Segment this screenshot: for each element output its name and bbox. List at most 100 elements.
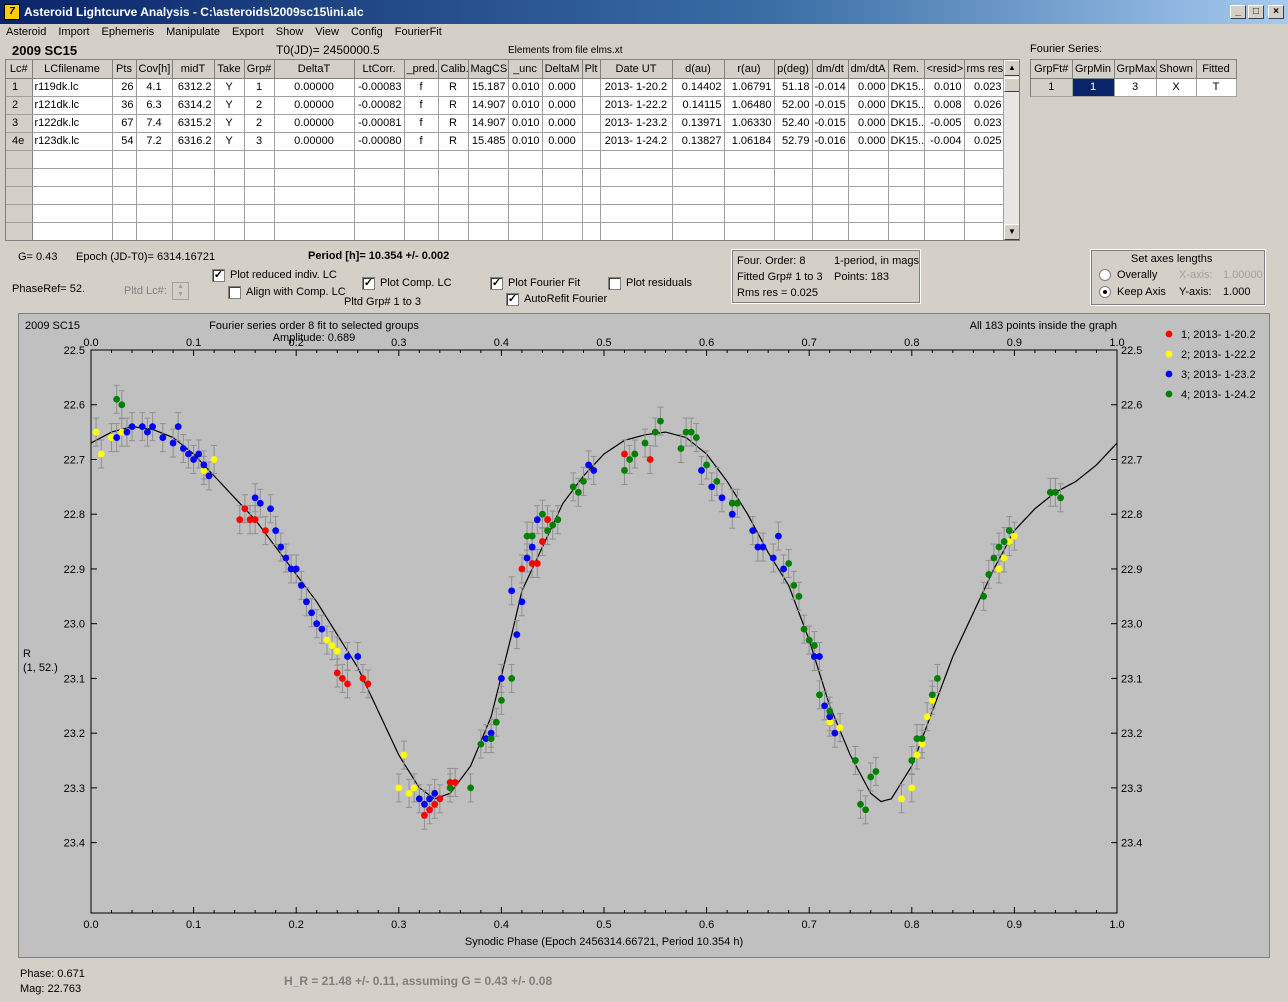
table-cell[interactable]: 2 (244, 114, 275, 133)
table-cell[interactable] (848, 204, 889, 223)
table-cell[interactable]: 0.000 (542, 132, 583, 151)
pltd-lc-spinner[interactable]: ▲ ▼ (172, 282, 189, 300)
table-cell[interactable]: -0.014 (812, 78, 849, 97)
table-cell[interactable]: -0.00082 (354, 96, 405, 115)
table-cell[interactable]: 4e (6, 132, 33, 151)
x-axis-value[interactable]: 1.00000 (1223, 269, 1263, 281)
lightcurve-chart[interactable]: 2009 SC15 Fourier series order 8 fit to s… (18, 313, 1270, 958)
table-cell[interactable] (542, 204, 583, 223)
table-cell[interactable] (924, 204, 965, 223)
table-cell[interactable]: 52.00 (774, 96, 813, 115)
fourier-cell[interactable]: T (1196, 78, 1237, 97)
table-cell[interactable]: 0.010 (508, 96, 543, 115)
menu-fourierfit[interactable]: FourierFit (394, 26, 442, 38)
table-cell[interactable]: 0.13971 (672, 114, 725, 133)
table-cell[interactable]: 4.1 (136, 78, 173, 97)
table-cell[interactable]: 0.00000 (274, 96, 355, 115)
table-cell[interactable]: 0.023 (964, 114, 1005, 133)
table-cell[interactable] (274, 204, 355, 223)
menu-manipulate[interactable]: Manipulate (166, 26, 220, 38)
menu-export[interactable]: Export (231, 26, 264, 38)
menu-asteroid[interactable]: Asteroid (6, 26, 47, 38)
table-cell[interactable] (404, 222, 439, 240)
table-cell[interactable] (354, 186, 405, 205)
table-cell[interactable] (6, 204, 33, 223)
table-cell[interactable] (924, 186, 965, 205)
column-header[interactable]: p(deg) (774, 60, 813, 79)
table-cell[interactable]: 6315.2 (172, 114, 215, 133)
table-cell[interactable] (964, 222, 1005, 240)
table-cell[interactable] (32, 222, 113, 240)
table-row[interactable] (6, 186, 1005, 205)
table-cell[interactable] (438, 186, 469, 205)
menu-ephemeris[interactable]: Ephemeris (101, 26, 155, 38)
column-header[interactable]: Calib. (438, 60, 469, 79)
column-header[interactable]: LCfilename (32, 60, 113, 79)
column-header[interactable]: d(au) (672, 60, 725, 79)
table-cell[interactable] (848, 222, 889, 240)
table-cell[interactable]: 0.000 (542, 78, 583, 97)
table-row[interactable] (6, 222, 1005, 240)
overally-radio[interactable] (1099, 269, 1111, 281)
table-cell[interactable]: 0.010 (924, 78, 965, 97)
table-row[interactable]: 3 r122dk.lc 67 7.4 6315.2 Y 2 0.00000 -0.00081 f R… (6, 114, 1005, 133)
table-cell[interactable]: 6312.2 (172, 78, 215, 97)
table-cell[interactable]: Y (214, 78, 245, 97)
lightcurve-table[interactable]: Lc# LCfilename Pts Cov[h] midT Take Grp# DeltaT… (5, 59, 1020, 241)
table-cell[interactable]: 0.00000 (274, 132, 355, 151)
table-cell[interactable] (582, 222, 601, 240)
table-cell[interactable] (924, 222, 965, 240)
table-cell[interactable] (274, 150, 355, 169)
table-cell[interactable]: 0.00000 (274, 114, 355, 133)
table-cell[interactable] (672, 168, 725, 187)
table-cell[interactable]: r123dk.lc (32, 132, 113, 151)
table-cell[interactable] (404, 150, 439, 169)
table-cell[interactable] (244, 222, 275, 240)
table-cell[interactable]: 0.010 (508, 132, 543, 151)
fourier-column-header[interactable]: Shown (1156, 60, 1197, 79)
table-cell[interactable]: 0.14402 (672, 78, 725, 97)
table-cell[interactable] (438, 150, 469, 169)
table-cell[interactable] (582, 204, 601, 223)
table-cell[interactable] (508, 204, 543, 223)
table-cell[interactable] (6, 186, 33, 205)
column-header[interactable]: _unc (508, 60, 543, 79)
column-header[interactable]: DeltaT (274, 60, 355, 79)
y-axis-value[interactable]: 1.000 (1223, 286, 1251, 298)
table-cell[interactable] (888, 150, 925, 169)
column-header[interactable]: MagCS (468, 60, 509, 79)
table-cell[interactable]: f (404, 132, 439, 151)
table-cell[interactable] (600, 204, 673, 223)
table-cell[interactable]: R (438, 114, 469, 133)
table-cell[interactable]: -0.015 (812, 96, 849, 115)
table-cell[interactable]: 0.023 (964, 78, 1005, 97)
table-row[interactable]: 1 r119dk.lc 26 4.1 6312.2 Y 1 0.00000 -0.00083 f R… (6, 78, 1005, 97)
table-cell[interactable]: 2013- 1-22.2 (600, 96, 673, 115)
table-cell[interactable]: 2013- 1-20.2 (600, 78, 673, 97)
table-cell[interactable] (214, 168, 245, 187)
table-cell[interactable]: 6314.2 (172, 96, 215, 115)
table-cell[interactable] (354, 168, 405, 187)
table-cell[interactable] (672, 150, 725, 169)
table-cell[interactable]: 14.907 (468, 114, 509, 133)
table-cell[interactable] (468, 150, 509, 169)
table-cell[interactable]: 0.010 (508, 114, 543, 133)
table-cell[interactable] (848, 168, 889, 187)
table-cell[interactable] (542, 186, 583, 205)
table-cell[interactable] (888, 168, 925, 187)
column-header[interactable]: midT (172, 60, 215, 79)
table-cell[interactable] (136, 168, 173, 187)
table-cell[interactable] (582, 78, 601, 97)
table-cell[interactable] (274, 222, 355, 240)
table-cell[interactable] (32, 168, 113, 187)
table-cell[interactable]: Y (214, 132, 245, 151)
table-cell[interactable] (172, 222, 215, 240)
menu-view[interactable]: View (315, 26, 339, 38)
scroll-thumb[interactable] (1004, 78, 1019, 92)
table-cell[interactable]: 0.000 (848, 114, 889, 133)
table-cell[interactable] (274, 168, 355, 187)
table-cell[interactable]: 0.026 (964, 96, 1005, 115)
table-cell[interactable] (112, 222, 137, 240)
table-cell[interactable]: R (438, 96, 469, 115)
